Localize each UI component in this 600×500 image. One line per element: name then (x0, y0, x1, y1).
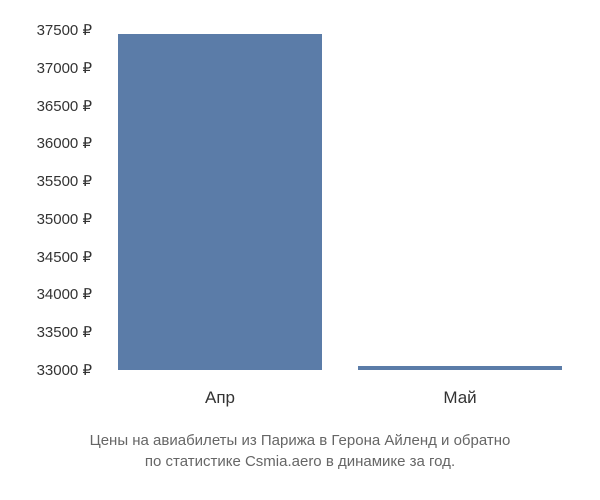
y-tick-label: 36500 ₽ (37, 97, 92, 115)
price-chart: 33000 ₽ 33500 ₽ 34000 ₽ 34500 ₽ 35000 ₽ 35500… (10, 20, 590, 420)
y-tick-label: 37000 ₽ (37, 59, 92, 77)
plot-area (100, 20, 580, 380)
x-tick-label: Апр (205, 388, 235, 408)
caption-line-1: Цены на авиабилеты из Парижа в Герона Ай… (90, 432, 511, 449)
chart-caption: Цены на авиабилеты из Парижа в Герона Ай… (0, 430, 600, 472)
bar (118, 34, 322, 370)
y-tick-label: 36000 ₽ (37, 134, 92, 152)
bar (358, 366, 562, 370)
y-tick-label: 34500 ₽ (37, 248, 92, 266)
y-tick-label: 37500 ₽ (37, 21, 92, 39)
y-axis: 33000 ₽ 33500 ₽ 34000 ₽ 34500 ₽ 35000 ₽ 35500… (10, 20, 100, 380)
y-tick-label: 34000 ₽ (37, 285, 92, 303)
y-tick-label: 33500 ₽ (37, 323, 92, 341)
y-tick-label: 33000 ₽ (37, 361, 92, 379)
x-axis: Апр Май (100, 388, 580, 418)
x-tick-label: Май (443, 388, 476, 408)
y-tick-label: 35000 ₽ (37, 210, 92, 228)
y-tick-label: 35500 ₽ (37, 172, 92, 190)
caption-line-2: по статистике Csmia.aero в динамике за г… (145, 453, 455, 470)
